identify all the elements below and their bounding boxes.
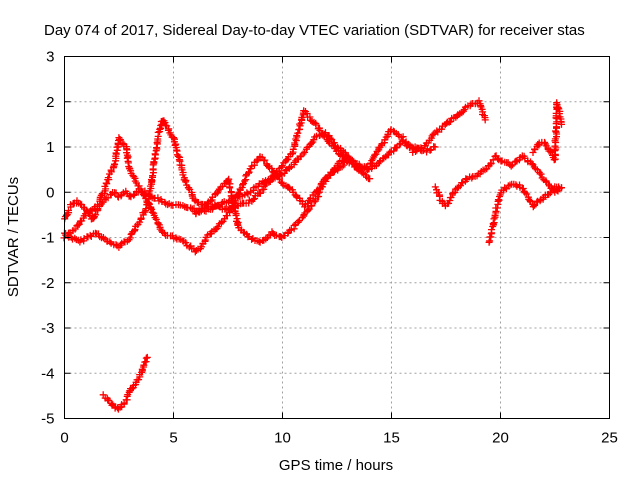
plus-markers [431, 152, 565, 210]
plus-markers [192, 137, 439, 246]
plus-markers [485, 180, 565, 246]
x-tick-label: 0 [60, 430, 68, 447]
y-tick-label: 2 [46, 94, 54, 111]
x-tick-label: 15 [383, 430, 400, 447]
series-track-7 [529, 99, 565, 164]
chart-title: Day 074 of 2017, Sidereal Day-to-day VTE… [44, 22, 585, 39]
y-tick-label: -1 [41, 230, 54, 247]
y-axis-label: SDTVAR / TECUs [5, 177, 22, 297]
y-tick-label: -2 [41, 275, 54, 292]
plus-markers [99, 353, 151, 413]
x-tick-label: 25 [601, 430, 618, 447]
series-track-8 [99, 353, 151, 413]
x-tick-label: 20 [492, 430, 509, 447]
y-tick-label: -4 [41, 365, 54, 382]
y-tick-label: 1 [46, 139, 54, 156]
series-track-5 [431, 152, 565, 210]
tick-labels: 0 5 10 15 20 25 -5 -4 -3 -2 -1 0 1 2 3 [41, 49, 618, 447]
x-tick-label: 5 [169, 430, 177, 447]
x-axis-label: GPS time / hours [279, 457, 393, 474]
series-track-6 [485, 180, 565, 246]
y-tick-label: 0 [46, 184, 54, 201]
y-tick-label: -3 [41, 320, 54, 337]
plus-markers [529, 99, 565, 164]
y-tick-label: 3 [46, 49, 54, 66]
x-tick-label: 10 [274, 430, 291, 447]
y-tick-label: -5 [41, 411, 54, 428]
series-track-4 [192, 137, 439, 246]
data-series [60, 97, 565, 413]
axis-ticks [64, 56, 610, 419]
